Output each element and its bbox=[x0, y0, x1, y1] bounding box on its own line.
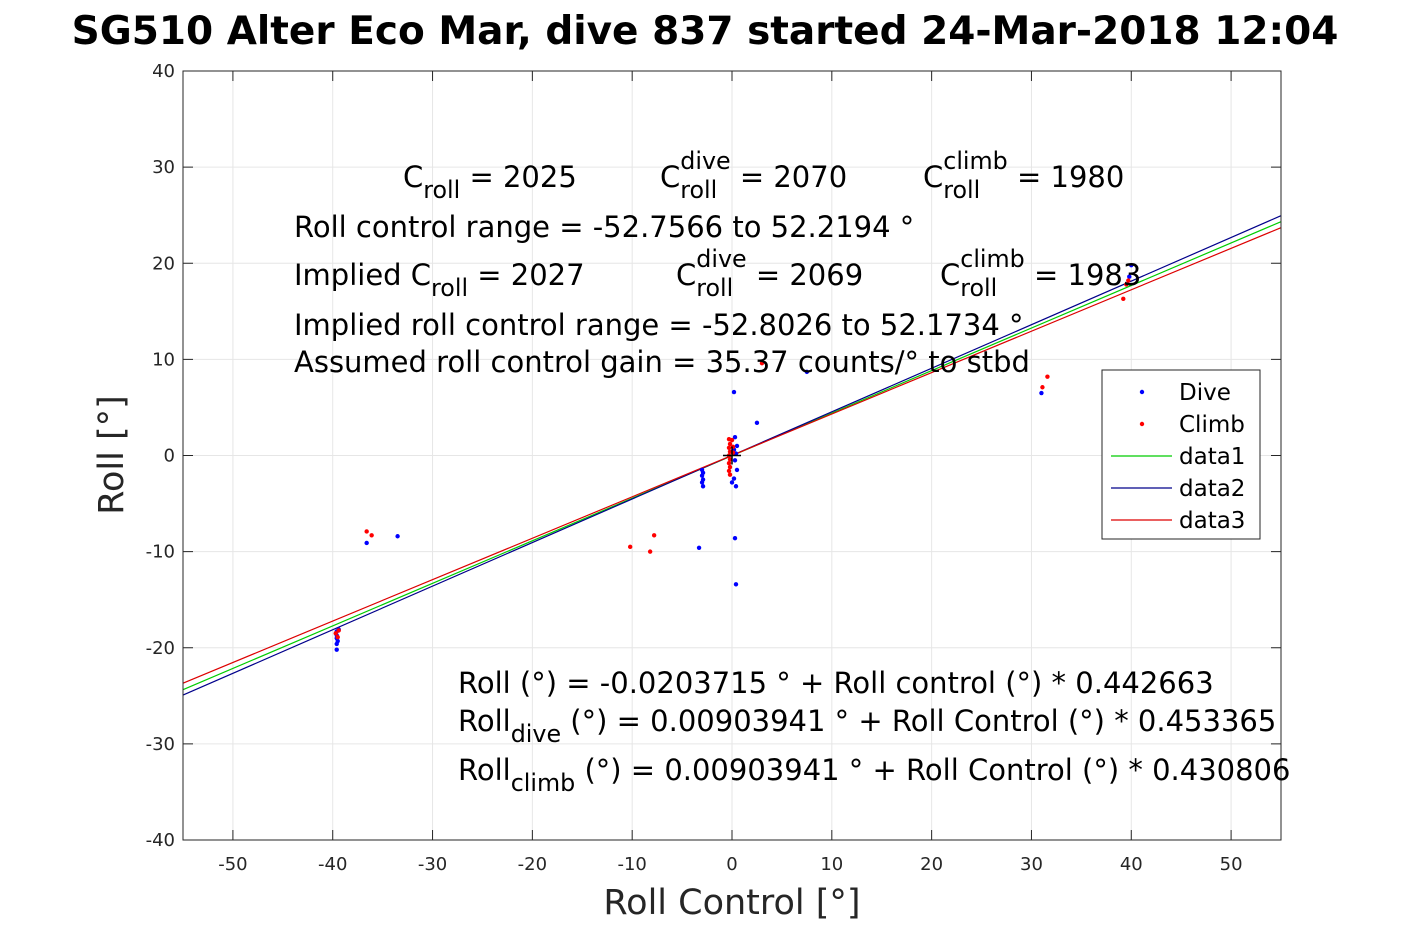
annotation-c-roll-1: Cdive roll = 2070 bbox=[660, 147, 847, 204]
point-dive bbox=[696, 545, 702, 550]
point-dive bbox=[334, 641, 339, 647]
point-dive bbox=[699, 480, 705, 485]
y-axis-label: Roll [°] bbox=[92, 395, 132, 515]
y-tick-label: 30 bbox=[152, 157, 175, 178]
point-dive bbox=[754, 420, 760, 426]
point-climb bbox=[759, 361, 765, 366]
x-tick-label: -50 bbox=[218, 854, 247, 875]
annotation-fit-1: Rolldive (°) = 0.00903941 ° + Roll Contr… bbox=[458, 704, 1276, 748]
point-climb bbox=[335, 634, 340, 640]
x-axis-label: Roll Control [°] bbox=[603, 883, 860, 923]
legend-label-data2: data2 bbox=[1179, 476, 1245, 502]
point-dive bbox=[1127, 274, 1132, 279]
x-tick-label: -10 bbox=[617, 854, 646, 875]
x-tick-label: 0 bbox=[726, 854, 737, 875]
x-tick-label: -20 bbox=[518, 854, 547, 875]
point-climb bbox=[651, 533, 657, 538]
point-climb bbox=[726, 445, 732, 451]
point-dive bbox=[364, 540, 369, 546]
point-dive bbox=[732, 435, 738, 440]
annotation-range: Roll control range = -52.7566 to 52.2194… bbox=[294, 210, 914, 244]
legend-label-data1: data1 bbox=[1179, 444, 1245, 470]
point-climb bbox=[369, 533, 374, 538]
annotation-implied-c-0: Implied Croll = 2027 bbox=[294, 258, 585, 302]
annotation-implied-range: Implied roll control range = -52.8026 to… bbox=[294, 308, 1024, 342]
point-dive bbox=[733, 582, 739, 587]
y-tick-label: -10 bbox=[146, 542, 175, 563]
point-dive bbox=[732, 535, 738, 541]
legend-label-climb: Climb bbox=[1179, 412, 1245, 438]
point-climb bbox=[727, 457, 733, 462]
annotation-implied-c-2: Cclimb roll = 1983 bbox=[940, 245, 1141, 302]
point-dive bbox=[1129, 262, 1134, 268]
x-tick-label: -40 bbox=[318, 854, 347, 875]
point-climb bbox=[727, 472, 733, 477]
plot-frame bbox=[182, 70, 1282, 841]
point-climb bbox=[726, 460, 732, 466]
point-dive bbox=[700, 484, 706, 489]
point-dive bbox=[734, 467, 740, 473]
point-climb bbox=[364, 529, 369, 534]
y-tick-label: -20 bbox=[146, 638, 175, 659]
point-climb bbox=[1126, 278, 1131, 283]
annotation-c-roll-0: Croll = 2025 bbox=[403, 160, 577, 204]
y-tick-label: 10 bbox=[152, 349, 175, 370]
y-tick-label: 40 bbox=[152, 61, 175, 82]
y-tick-label: 0 bbox=[164, 446, 175, 467]
legend-label-dive: Dive bbox=[1179, 380, 1231, 406]
x-tick-label: 50 bbox=[1220, 854, 1243, 875]
point-climb bbox=[729, 437, 735, 443]
origin-marker bbox=[723, 446, 741, 465]
x-tick-label: 30 bbox=[1020, 854, 1043, 875]
point-climb bbox=[627, 544, 633, 550]
point-climb bbox=[647, 549, 653, 554]
point-climb bbox=[1045, 374, 1050, 379]
point-climb bbox=[1040, 385, 1045, 390]
point-dive bbox=[395, 534, 400, 539]
point-dive bbox=[1039, 390, 1044, 396]
point-dive bbox=[334, 647, 339, 652]
point-climb bbox=[333, 631, 338, 636]
point-dive bbox=[804, 369, 810, 375]
point-climb bbox=[727, 441, 733, 447]
point-dive bbox=[731, 389, 737, 395]
x-tick-label: 10 bbox=[820, 854, 843, 875]
x-tick-label: 40 bbox=[1120, 854, 1143, 875]
y-tick-label: -40 bbox=[146, 830, 175, 851]
annotations: Croll = 2025 Cdive roll = 2070 Cclimb roll =… bbox=[294, 147, 1290, 797]
legend-box bbox=[1101, 369, 1261, 540]
legend-marker-climb bbox=[1139, 421, 1145, 427]
legend: Dive Climb data1 data2 data3 bbox=[1101, 369, 1261, 540]
annotation-gain: Assumed roll control gain = 35.37 counts… bbox=[294, 345, 1030, 379]
annotation-c-roll-2: Cclimb roll = 1980 bbox=[923, 147, 1124, 204]
data-points bbox=[333, 262, 1134, 652]
legend-marker-dive bbox=[1139, 389, 1145, 395]
x-tick-label: 20 bbox=[920, 854, 943, 875]
annotation-implied-c-1: Cdive roll = 2069 bbox=[676, 245, 863, 302]
point-climb bbox=[1121, 296, 1126, 302]
annotation-fit-2: Rollclimb (°) = 0.00903941 ° + Roll Cont… bbox=[458, 753, 1290, 797]
axis-ticks: -50 -40 -30 -20 -10 0 10 20 30 40 50 -40 -30 -20 -10 0 1… bbox=[146, 61, 1281, 875]
x-tick-label: -30 bbox=[418, 854, 447, 875]
point-dive bbox=[732, 458, 738, 463]
point-dive bbox=[733, 484, 739, 489]
point-dive bbox=[734, 443, 740, 449]
point-dive bbox=[731, 476, 737, 481]
point-climb bbox=[336, 628, 341, 633]
point-dive bbox=[699, 473, 705, 478]
legend-label-data3: data3 bbox=[1179, 508, 1245, 534]
point-climb bbox=[1124, 282, 1129, 287]
chart-title: SG510 Alter Eco Mar, dive 837 started 24… bbox=[72, 9, 1339, 54]
annotation-fit-0: Roll (°) = -0.0203715 ° + Roll control (… bbox=[458, 666, 1214, 700]
y-tick-label: 20 bbox=[152, 253, 175, 274]
point-dive bbox=[729, 480, 735, 485]
point-climb bbox=[727, 464, 733, 470]
y-tick-label: -30 bbox=[146, 734, 175, 755]
point-climb bbox=[726, 468, 732, 474]
